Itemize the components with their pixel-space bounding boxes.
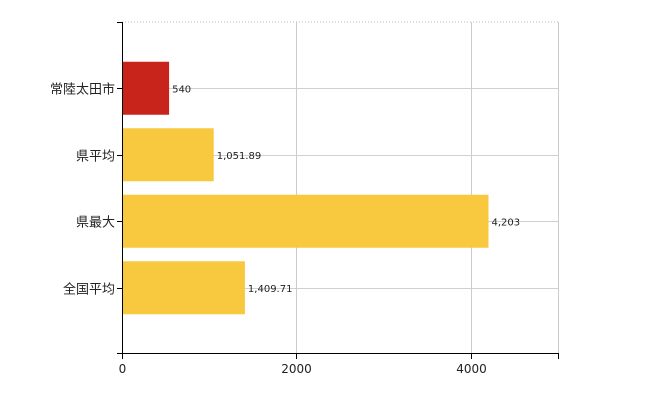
- bars: [123, 61, 489, 315]
- y-tick-label: 常陸太田市: [50, 82, 115, 98]
- x-tick-label: 2000: [281, 362, 312, 376]
- axes: [117, 22, 559, 359]
- bar: [123, 261, 245, 315]
- bar: [123, 128, 214, 182]
- y-tick-label: 県最大: [76, 216, 115, 231]
- bar-value-label: 4,203: [492, 217, 521, 228]
- x-tick-label: 0: [119, 362, 127, 376]
- bar-value-label: 1,409.71: [248, 284, 293, 295]
- y-tick-label: 全国平均: [63, 282, 115, 298]
- bar-value-label: 540: [172, 84, 191, 95]
- x-tick-label: 4000: [456, 362, 487, 376]
- y-tick-label: 県平均: [76, 150, 115, 165]
- bar: [123, 194, 489, 248]
- bar: [123, 61, 170, 115]
- bar-value-label: 1,051.89: [217, 151, 262, 162]
